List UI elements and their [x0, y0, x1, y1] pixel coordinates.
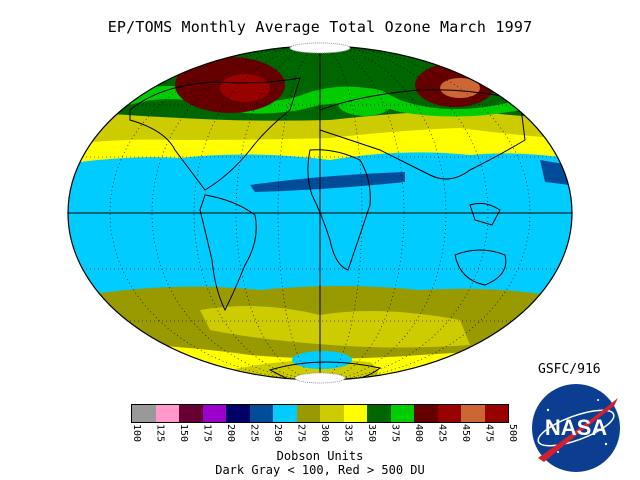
scale-swatch: [155, 405, 179, 422]
scale-swatch: [132, 405, 156, 422]
color-scale-bar: [131, 404, 509, 423]
scale-tick-label: 425: [436, 424, 448, 443]
ozone-low-streak: [250, 172, 405, 192]
scale-swatch: [437, 405, 461, 422]
units-label: Dobson Units: [276, 449, 364, 463]
scale-swatch: [343, 405, 367, 422]
scale-swatch: [414, 405, 438, 422]
scale-tick-label: 500: [507, 424, 518, 443]
map-title: EP/TOMS Monthly Average Total Ozone Marc…: [107, 18, 533, 36]
scale-tick-label: 325: [342, 424, 354, 443]
scale-tick-label: 125: [154, 424, 166, 443]
scale-swatch: [249, 405, 273, 422]
scale-tick-label: 200: [225, 424, 236, 443]
credit-label: GSFC/916: [538, 362, 601, 377]
range-note: Dark Gray < 100, Red > 500 DU: [215, 463, 425, 477]
south-pole-nodata: [294, 372, 346, 384]
ozone-map: [67, 42, 573, 384]
scale-tick-label: 350: [366, 424, 377, 443]
scale-tick-label: 175: [201, 424, 213, 443]
color-scale-ticks: 100 125 150 175 200 225 250 275 300 325 350 375 400 4…: [120, 424, 530, 458]
scale-tick-label: 375: [389, 424, 401, 443]
ozone-high-core-2: [440, 78, 480, 98]
scale-swatch: [226, 405, 250, 422]
north-pole-nodata: [289, 42, 351, 54]
scale-tick-label: 450: [460, 424, 471, 443]
scale-tick-label: 250: [272, 424, 283, 443]
scale-swatch: [179, 405, 203, 422]
scale-swatch: [296, 405, 320, 422]
scale-tick-label: 225: [248, 424, 260, 443]
scale-swatch: [390, 405, 414, 422]
scale-tick-label: 300: [319, 424, 330, 443]
scale-tick-label: 100: [131, 424, 142, 443]
nasa-logo-text: NASA: [545, 415, 607, 440]
scale-tick-label: 150: [178, 424, 189, 443]
scale-tick-label: 475: [483, 424, 495, 443]
scale-swatch: [461, 405, 485, 422]
nasa-logo: NASA: [532, 384, 620, 472]
scale-swatch: [484, 405, 508, 422]
ozone-high-core-1: [220, 74, 270, 102]
ozone-band-south-yellowolive: [200, 306, 470, 348]
ozone-hole-antarctic: [292, 351, 352, 369]
scale-swatch: [320, 405, 344, 422]
scale-swatch: [273, 405, 297, 422]
scale-swatch: [367, 405, 391, 422]
scale-tick-label: 400: [413, 424, 424, 443]
scale-swatch: [202, 405, 226, 422]
scale-tick-label: 275: [295, 424, 307, 443]
